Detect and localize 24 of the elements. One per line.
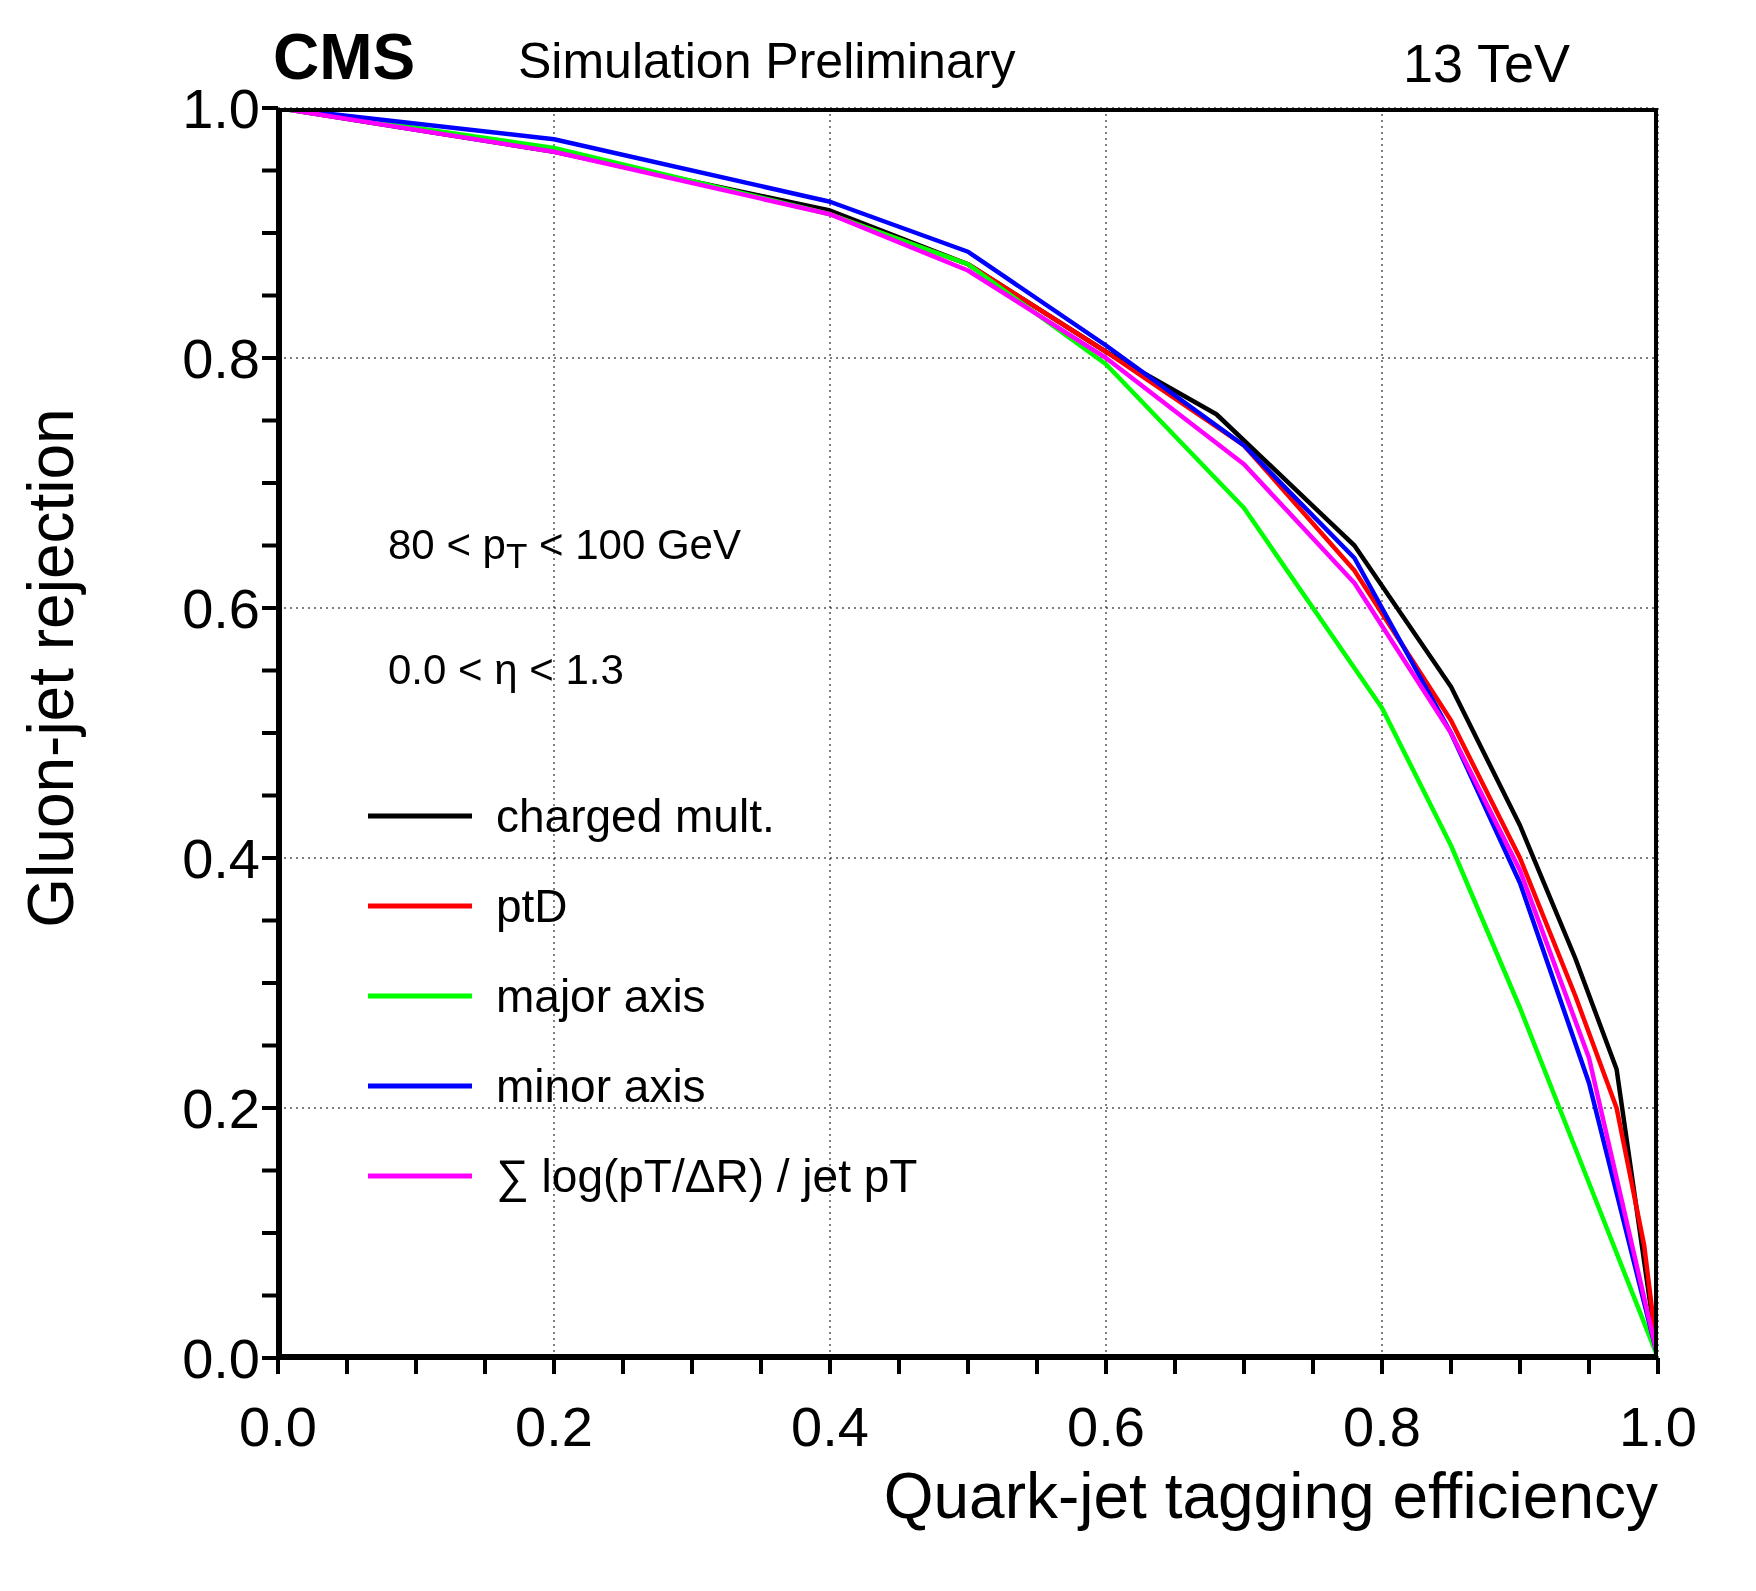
annotation: 80 < p$_{T}$ < 100 GeV (388, 520, 741, 576)
annotation: 0.0 < η < 1.3 (388, 645, 624, 694)
legend-label: charged mult. (496, 788, 775, 843)
y-tick-label: 0.4 (182, 826, 260, 890)
x-tick-label: 0.6 (1067, 1394, 1145, 1458)
legend-label: ∑ log(pT/ΔR) / jet pT (496, 1148, 918, 1203)
x-tick-label: 0.8 (1343, 1394, 1421, 1458)
y-tick-label: 1.0 (182, 76, 260, 140)
y-axis-title: Gluon-jet rejection (15, 408, 88, 928)
y-tick-label: 0.0 (182, 1326, 260, 1390)
y-tick-label: 0.2 (182, 1076, 260, 1140)
legend-label: ptD (496, 878, 568, 933)
text: CMS (273, 20, 416, 94)
x-tick-label: 0.4 (791, 1394, 869, 1458)
x-tick-label: 1.0 (1619, 1394, 1697, 1458)
legend-label: minor axis (496, 1058, 706, 1113)
x-tick-label: 0.2 (515, 1394, 593, 1458)
x-tick-label: 0.0 (239, 1394, 317, 1458)
y-tick-label: 0.6 (182, 576, 260, 640)
legend-label: major axis (496, 968, 706, 1023)
text: Simulation Preliminary (518, 32, 1016, 90)
text: 13 TeV (1403, 32, 1571, 94)
x-axis-title: Quark-jet tagging efficiency (883, 1460, 1658, 1532)
y-tick-label: 0.8 (182, 326, 260, 390)
